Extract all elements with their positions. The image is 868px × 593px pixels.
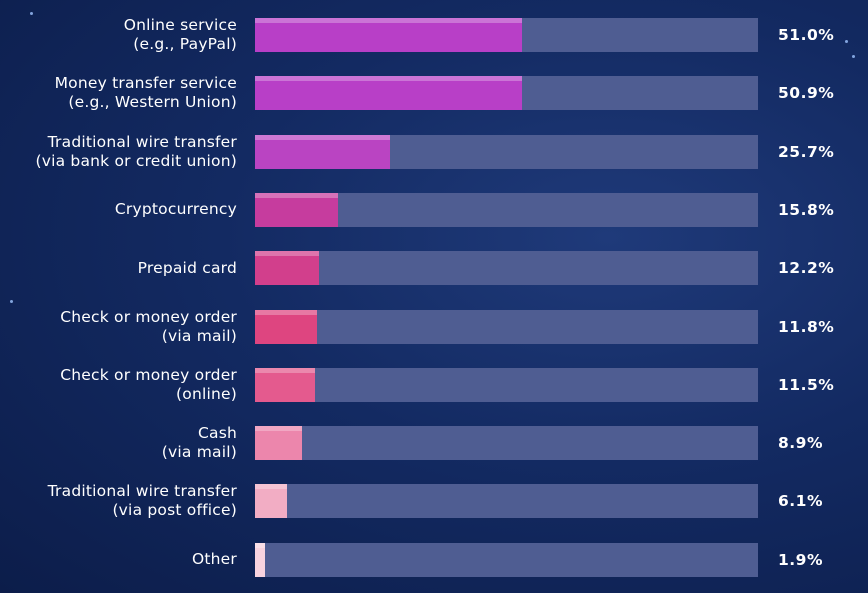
bar xyxy=(255,192,338,227)
data-label: 1.9% xyxy=(778,550,823,569)
bar xyxy=(255,542,265,577)
bar-row: Online service (e.g., PayPal) 51.0% xyxy=(0,16,868,53)
sparkle-decoration xyxy=(30,12,33,15)
category-label: Check or money order (via mail) xyxy=(60,307,237,345)
bar-track xyxy=(255,76,758,111)
bar-track xyxy=(255,542,758,577)
bar-row: Cryptocurrency 15.8% xyxy=(0,192,868,227)
bar xyxy=(255,18,522,52)
category-label: Money transfer service (e.g., Western Un… xyxy=(54,74,237,112)
bar-row: Traditional wire transfer (via bank or c… xyxy=(0,132,868,170)
bar-row: Prepaid card 12.2% xyxy=(0,251,868,286)
bar xyxy=(255,484,287,519)
bar xyxy=(255,251,319,286)
bar-row: Money transfer service (e.g., Western Un… xyxy=(0,74,868,112)
bar xyxy=(255,367,315,402)
data-label: 25.7% xyxy=(778,142,835,161)
category-label: Online service (e.g., PayPal) xyxy=(123,16,237,53)
category-label: Traditional wire transfer (via post offi… xyxy=(47,482,237,520)
bar xyxy=(255,426,302,461)
data-label: 8.9% xyxy=(778,434,823,453)
category-label: Traditional wire transfer (via bank or c… xyxy=(35,132,237,170)
bar-track xyxy=(255,192,758,227)
data-label: 15.8% xyxy=(778,200,835,219)
sparkle-decoration xyxy=(10,300,13,303)
sparkle-decoration xyxy=(845,40,848,43)
bar xyxy=(255,134,390,169)
bar-row: Traditional wire transfer (via post offi… xyxy=(0,482,868,520)
category-label: Prepaid card xyxy=(137,258,237,277)
data-label: 51.0% xyxy=(778,26,835,44)
bar-track xyxy=(255,18,758,52)
bar-track xyxy=(255,251,758,286)
data-label: 11.5% xyxy=(778,375,835,394)
bar-track xyxy=(255,309,758,344)
bar-row: Check or money order (online) 11.5% xyxy=(0,365,868,403)
data-label: 50.9% xyxy=(778,84,835,103)
bar-row: Other 1.9% xyxy=(0,542,868,577)
data-label: 11.8% xyxy=(778,317,835,336)
category-label: Other xyxy=(191,550,237,569)
category-label: Check or money order (online) xyxy=(60,365,237,403)
bar-track xyxy=(255,367,758,402)
sparkle-decoration xyxy=(852,55,855,58)
bar-track xyxy=(255,484,758,519)
data-label: 12.2% xyxy=(778,259,835,278)
bar-track xyxy=(255,134,758,169)
category-label: Cryptocurrency xyxy=(114,200,237,219)
bar-row: Check or money order (via mail) 11.8% xyxy=(0,307,868,345)
data-label: 6.1% xyxy=(778,492,823,511)
bar xyxy=(255,76,522,111)
bar xyxy=(255,309,317,344)
bar-row: Cash (via mail) 8.9% xyxy=(0,424,868,462)
bar-track xyxy=(255,426,758,461)
category-label: Cash (via mail) xyxy=(161,424,237,462)
